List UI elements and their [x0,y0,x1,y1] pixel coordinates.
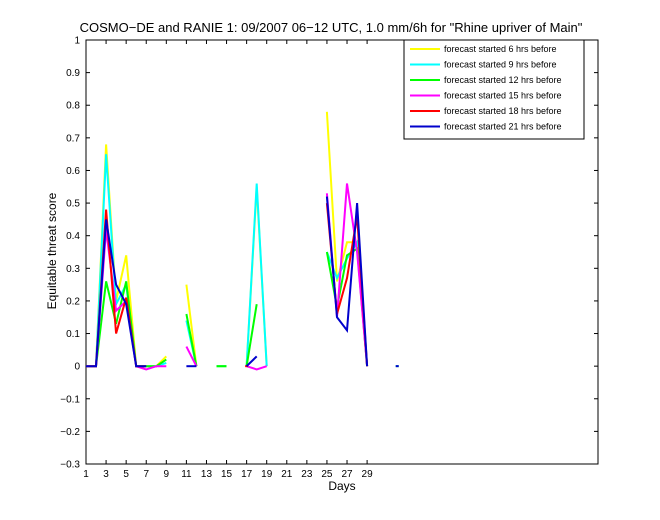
x-tick-label: 29 [362,469,374,480]
y-tick-label: −0.3 [60,460,80,471]
series-line [245,304,258,367]
x-tick-label: 1 [83,469,89,480]
y-tick-label: 0.1 [66,329,80,340]
y-tick-label: 0.8 [66,101,80,112]
x-tick-label: 11 [181,469,192,480]
legend-entry-label: forecast started 6 hrs before [444,44,557,54]
x-axis-ticks: 1 3 5 7 9 11 13 15 17 19 21 23 25 27 29 [83,40,373,480]
x-tick-label: 15 [221,469,233,480]
series-line [245,355,258,367]
y-tick-label: −0.2 [60,427,80,438]
y-tick-label: 0 [74,362,80,373]
series-line [185,346,198,367]
x-tick-label: 7 [143,469,149,480]
y-tick-label: 0.4 [66,231,80,242]
series-layer [86,111,399,371]
chart-legend: forecast started 6 hrs before forecast st… [403,39,585,140]
series-line [325,196,369,367]
y-tick-label: 0.2 [66,296,80,307]
y-tick-label: 0.9 [66,68,80,79]
x-tick-label: 25 [321,469,333,480]
y-tick-label: 0.6 [66,166,80,177]
x-tick-label: 19 [261,469,273,480]
x-tick-label: 13 [201,469,213,480]
x-tick-label: 27 [341,469,353,480]
legend-entry-label: forecast started 21 hrs before [444,122,562,132]
series-line [245,183,268,367]
x-tick-label: 5 [123,469,129,480]
x-axis-label: Days [328,479,355,493]
y-tick-label: 0.5 [66,199,80,210]
x-tick-label: 17 [241,469,253,480]
legend-entry-label: forecast started 18 hrs before [444,106,562,116]
y-tick-label: −0.1 [60,394,80,405]
x-tick-label: 3 [103,469,109,480]
series-6 [86,196,399,368]
x-tick-label: 9 [164,469,170,480]
y-tick-label: 0.7 [66,133,80,144]
x-tick-label: 23 [301,469,313,480]
legend-entry-label: forecast started 15 hrs before [444,91,562,101]
y-tick-label: 1 [74,36,80,47]
legend-box [403,39,585,140]
series-line [246,365,268,371]
chart-title: COSMO−DE and RANIE 1: 09/2007 06−12 UTC,… [80,20,583,35]
y-axis-ticks: −0.3 −0.2 −0.1 0 0.1 0.2 0.3 0.4 0.5 0.6 0.7 0.8 0.9… [60,36,598,471]
y-axis-label: Equitable threat score [45,192,59,309]
legend-entry-label: forecast started 12 hrs before [444,75,562,85]
series-line [86,219,147,368]
x-tick-label: 21 [281,469,293,480]
y-tick-label: 0.3 [66,264,80,275]
series-line [86,281,167,368]
series-line [185,313,198,367]
legend-entry-label: forecast started 9 hrs before [444,60,557,70]
